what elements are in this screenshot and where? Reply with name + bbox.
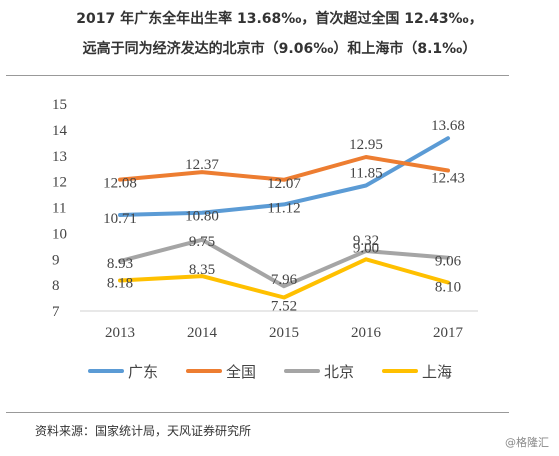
data-label: 10.71 [103,211,137,227]
data-label: 12.37 [185,157,219,173]
watermark: @格隆汇 [505,436,549,449]
x-tick-label: 2017 [433,325,464,341]
x-tick-label: 2015 [269,325,299,341]
y-tick-label: 8 [52,278,60,294]
data-label: 9.06 [435,254,462,270]
series-line-北京 [118,237,450,289]
x-tick-label: 2013 [105,325,135,341]
data-label: 8.18 [107,275,133,291]
chart-title-line2: 远高于同为经济发达的北京市（9.06‰）和上海市（8.1‰） [82,41,477,57]
legend-label: 上海 [422,363,452,381]
y-tick-label: 13 [52,149,67,165]
data-label: 12.43 [431,170,465,186]
data-label: 8.35 [189,262,215,278]
data-label: 8.10 [435,280,461,296]
data-label: 7.96 [271,272,298,288]
data-label: 12.07 [267,176,301,192]
x-tick-label: 2016 [351,325,382,341]
chart-title-line1: 2017 年广东全年出生率 13.68‰，首次超过全国 12.43‰， [76,11,483,27]
data-label: 13.68 [431,118,465,134]
y-tick-label: 11 [52,201,66,217]
y-tick-label: 12 [52,175,67,191]
series-line-上海 [118,257,450,300]
x-tick-label: 2014 [187,325,218,341]
y-tick-label: 10 [52,226,67,242]
legend-label: 广东 [128,363,158,381]
data-label: 7.52 [271,299,297,315]
source-note: 资料来源：国家统计局，天风证券研究所 [35,424,252,438]
series-line-全国 [118,155,450,182]
top-divider [6,75,509,76]
data-label: 9.75 [189,234,215,250]
y-tick-label: 14 [52,123,68,139]
data-label: 9.00 [353,240,379,256]
bottom-divider [6,412,509,413]
data-label: 11.85 [349,166,382,182]
legend-label: 全国 [226,363,256,381]
data-label: 11.12 [267,200,300,216]
data-label: 9.32 [353,233,379,249]
y-tick-label: 7 [52,304,60,320]
data-label: 12.95 [349,137,383,153]
y-tick-label: 9 [52,252,60,268]
series-line-广东 [118,136,450,217]
data-label: 10.80 [185,209,219,225]
y-tick-label: 15 [52,97,67,113]
data-label: 8.93 [107,256,133,272]
legend-label: 北京 [324,363,354,381]
data-label: 12.08 [103,176,137,192]
